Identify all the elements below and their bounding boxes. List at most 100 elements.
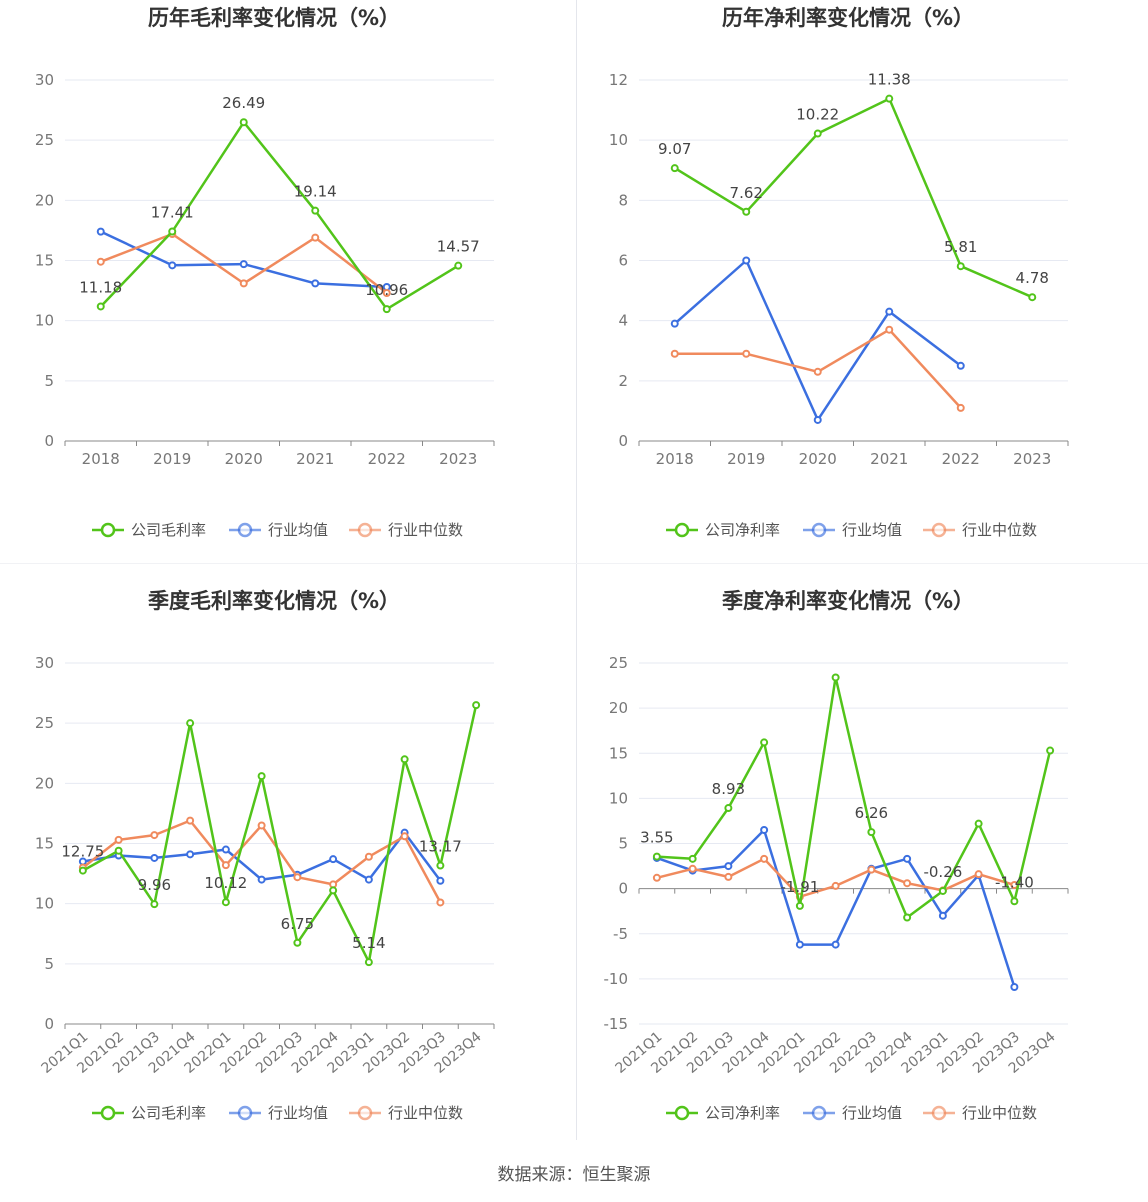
data-point-industry_median bbox=[956, 403, 965, 412]
data-point-industry_avg bbox=[329, 855, 338, 864]
data-point-company bbox=[867, 828, 876, 837]
x-tick-label: 2018 bbox=[656, 450, 694, 468]
data-point-industry_median bbox=[96, 257, 105, 266]
data-point-industry_median bbox=[436, 898, 445, 907]
data-point-industry_avg bbox=[670, 319, 679, 328]
data-point-industry_avg bbox=[813, 415, 822, 424]
y-tick-label: 15 bbox=[35, 835, 54, 853]
data-point-company bbox=[382, 305, 391, 314]
legend: 公司净利率 行业均值 行业中位数 bbox=[666, 521, 1037, 539]
chart-title: 季度净利率变化情况（%） bbox=[722, 589, 974, 613]
x-tick-label: 2018 bbox=[82, 450, 120, 468]
data-point-industry_avg bbox=[311, 279, 320, 288]
horizontal-divider bbox=[0, 563, 1148, 564]
data-point-company bbox=[364, 958, 373, 967]
y-tick-label: -10 bbox=[604, 970, 629, 988]
data-point-company bbox=[239, 118, 248, 127]
legend-marker-company bbox=[100, 1105, 116, 1121]
y-tick-label: 25 bbox=[35, 714, 54, 732]
data-point-industry_avg bbox=[257, 875, 266, 884]
data-point-industry_median bbox=[150, 831, 159, 840]
y-tick-label: -15 bbox=[604, 1015, 629, 1033]
data-label: 19.14 bbox=[294, 183, 337, 201]
series-line-company bbox=[674, 97, 1033, 299]
y-tick-label: 10 bbox=[609, 789, 628, 807]
legend-marker-industry_median bbox=[357, 1105, 373, 1121]
data-point-company bbox=[688, 854, 697, 863]
data-point-company bbox=[1010, 897, 1019, 906]
data-point-company bbox=[956, 262, 965, 271]
data-point-industry_avg bbox=[221, 845, 230, 854]
data-label: 9.96 bbox=[138, 876, 171, 894]
data-point-company bbox=[96, 302, 105, 311]
data-point-industry_avg bbox=[903, 854, 912, 863]
data-point-industry_median bbox=[382, 288, 391, 297]
legend: 公司净利率 行业均值 行业中位数 bbox=[666, 1104, 1037, 1122]
data-point-company bbox=[831, 673, 840, 682]
y-tick-label: 2 bbox=[618, 372, 628, 390]
data-point-company bbox=[472, 701, 481, 710]
chart-title: 历年净利率变化情况（%） bbox=[722, 6, 974, 30]
data-point-company bbox=[1046, 746, 1055, 755]
data-point-company bbox=[670, 164, 679, 173]
x-tick-label: 2021 bbox=[296, 450, 334, 468]
data-point-industry_avg bbox=[795, 940, 804, 949]
data-point-industry_avg bbox=[885, 307, 894, 316]
data-point-company bbox=[885, 94, 894, 103]
y-tick-label: 6 bbox=[618, 252, 628, 270]
chart-panel-annual-gross-margin: 历年毛利率变化情况（%） 0 5 10 15 20 25 30 2018 2019 2020 2021… bbox=[0, 0, 574, 583]
data-label: 13.17 bbox=[419, 838, 462, 856]
data-point-industry_median bbox=[867, 865, 876, 874]
data-point-industry_avg bbox=[938, 911, 947, 920]
data-label: -1.91 bbox=[780, 878, 819, 896]
y-tick-label: 20 bbox=[35, 191, 54, 209]
series-line-company bbox=[656, 676, 1052, 919]
legend-marker-industry_avg bbox=[237, 1105, 253, 1121]
data-point-industry_median bbox=[688, 864, 697, 873]
data-point-company bbox=[257, 772, 266, 781]
data-point-company bbox=[454, 261, 463, 270]
data-point-industry_median bbox=[742, 349, 751, 358]
data-label: 11.38 bbox=[868, 71, 911, 89]
x-tick-label: 2022 bbox=[942, 450, 980, 468]
y-tick-label: 0 bbox=[618, 880, 628, 898]
y-tick-label: 10 bbox=[35, 895, 54, 913]
data-label: 10.12 bbox=[204, 874, 247, 892]
data-label: 9.07 bbox=[658, 140, 691, 158]
legend-marker-industry_avg bbox=[811, 1105, 827, 1121]
y-tick-label: 10 bbox=[35, 312, 54, 330]
y-tick-label: 8 bbox=[618, 191, 628, 209]
y-tick-label: 5 bbox=[44, 955, 54, 973]
data-point-company bbox=[311, 206, 320, 215]
data-point-industry_median bbox=[903, 879, 912, 888]
data-point-company bbox=[186, 719, 195, 728]
legend-marker-company bbox=[100, 522, 116, 538]
legend-label-industry_avg: 行业均值 bbox=[268, 521, 328, 539]
y-tick-label: 25 bbox=[35, 131, 54, 149]
data-label: 10.96 bbox=[365, 281, 408, 299]
data-label: 12.75 bbox=[61, 843, 104, 861]
y-tick-label: 10 bbox=[609, 131, 628, 149]
data-point-industry_avg bbox=[364, 875, 373, 884]
data-point-company bbox=[652, 852, 661, 861]
data-label: 5.81 bbox=[944, 238, 977, 256]
y-tick-label: 30 bbox=[35, 71, 54, 89]
chart-annual-net-margin: 历年净利率变化情况（%） 0 2 4 6 8 10 12 2018 2019 2020 2021 202… bbox=[609, 6, 1069, 539]
data-label: 6.75 bbox=[281, 915, 314, 933]
data-point-company bbox=[150, 900, 159, 909]
y-tick-label: 25 bbox=[609, 654, 628, 672]
chart-panel-annual-net-margin: 历年净利率变化情况（%） 0 2 4 6 8 10 12 2018 2019 2020 2021 202… bbox=[574, 0, 1148, 583]
series-line-company bbox=[82, 704, 478, 964]
data-point-company bbox=[938, 886, 947, 895]
data-label: 5.14 bbox=[352, 934, 385, 952]
data-point-industry_median bbox=[311, 233, 320, 242]
data-point-industry_median bbox=[724, 872, 733, 881]
series-line-company bbox=[99, 120, 459, 311]
data-point-industry_avg bbox=[1010, 982, 1019, 991]
legend-marker-company bbox=[674, 1105, 690, 1121]
data-label: 14.57 bbox=[437, 238, 480, 256]
data-point-industry_avg bbox=[436, 876, 445, 885]
legend-label-industry_median: 行业中位数 bbox=[962, 1104, 1037, 1122]
data-point-company bbox=[742, 207, 751, 216]
data-point-company bbox=[903, 913, 912, 922]
